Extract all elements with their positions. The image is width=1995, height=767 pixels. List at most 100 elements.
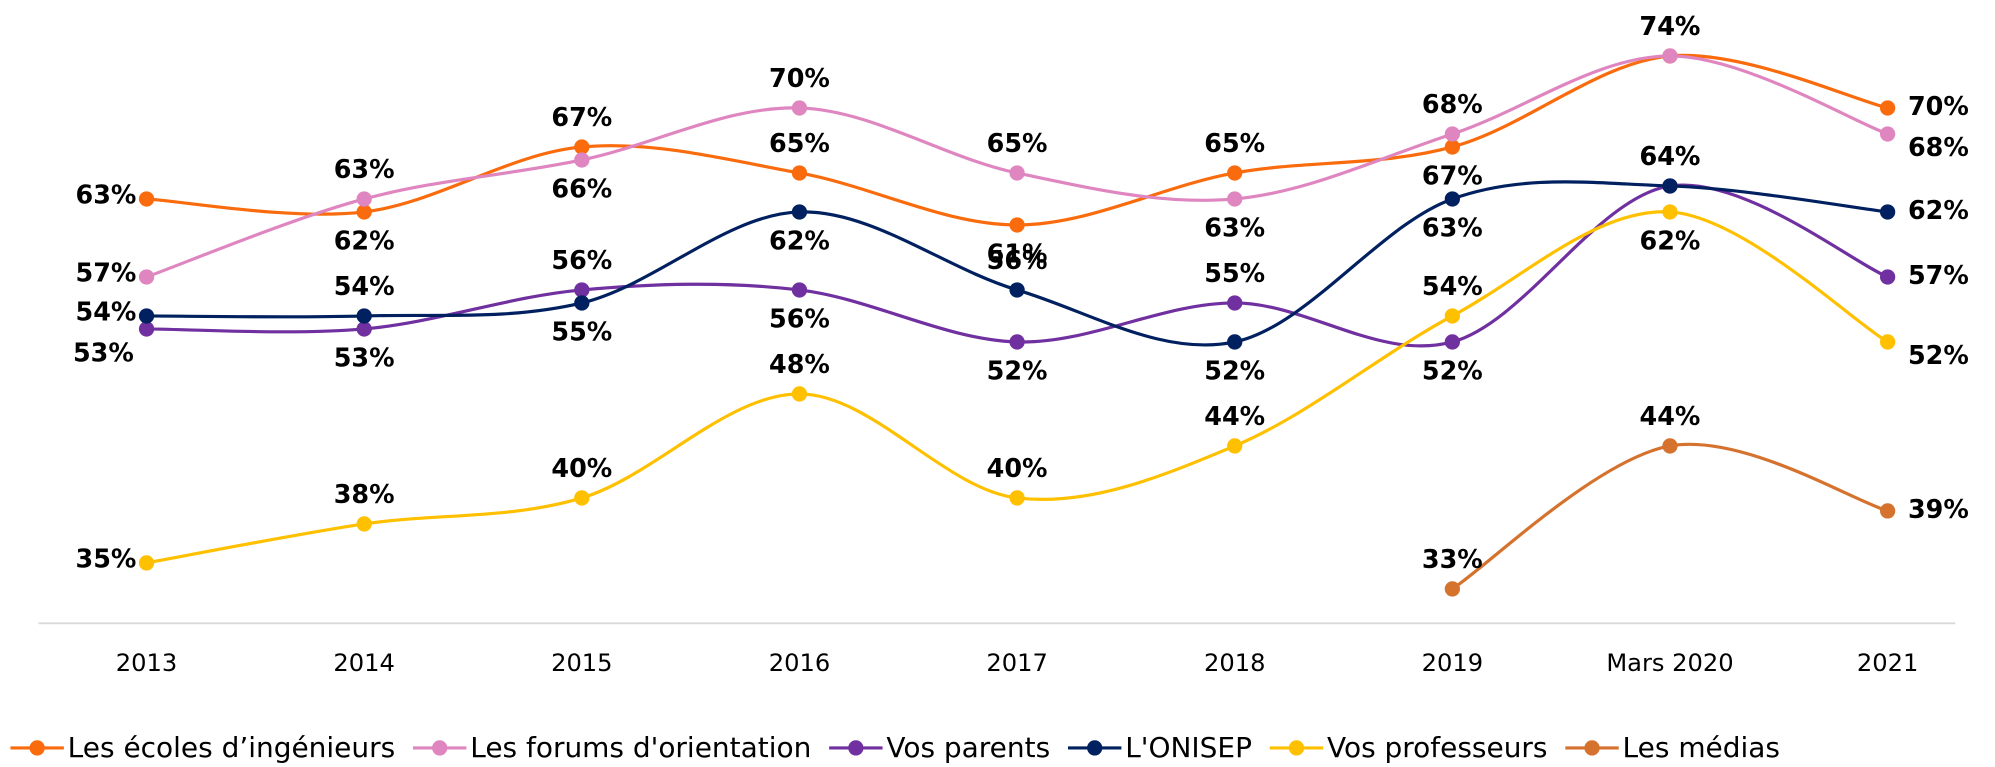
data-point [356,308,372,324]
data-label: 66% [551,173,612,203]
data-point [1227,295,1243,311]
data-label: 63% [334,154,395,184]
data-label: 67% [551,102,612,132]
data-label: 65% [769,128,830,158]
legend-label: Les forums d'orientation [470,731,811,764]
data-label: 74% [1640,11,1701,41]
data-label: 70% [1908,91,1969,121]
x-tick-label: 2021 [1857,649,1918,677]
data-point [138,191,155,207]
data-label: 52% [987,355,1048,385]
data-point [356,516,372,532]
data-point [574,295,590,311]
data-point [1227,438,1243,454]
data-point [574,490,590,506]
data-point [791,386,808,402]
data-label: 35% [76,543,137,573]
legend-marker [432,740,448,756]
data-label: 64% [1640,141,1701,171]
data-label: 53% [334,342,395,372]
legend-label: Les écoles d’ingénieurs [68,731,396,764]
data-label: 68% [1908,132,1969,162]
data-point [138,321,155,337]
data-point [356,204,372,220]
legend-marker [1584,740,1600,756]
data-label: 56% [769,303,830,333]
data-point [138,269,155,285]
data-label: 55% [551,316,612,346]
data-point [1227,334,1243,350]
legend-marker [1087,740,1103,756]
data-point [356,191,372,207]
data-point [1009,165,1025,181]
series-line [1451,442,1889,591]
data-label: 55% [1204,258,1265,288]
data-label: 54% [334,271,395,301]
x-tick-label: Mars 2020 [1606,649,1733,677]
data-point [138,308,155,324]
data-point [1879,100,1896,116]
data-point [1009,282,1025,298]
x-tick-label: 2019 [1422,649,1483,677]
data-label: 56% [551,245,612,275]
data-point [1009,334,1025,350]
x-tick-label: 2016 [769,649,830,677]
data-label: 57% [1908,260,1969,290]
data-label: 44% [1640,401,1701,431]
data-label: 62% [1640,225,1701,255]
data-label: 67% [1422,160,1483,190]
data-label: 33% [1422,544,1483,574]
data-point [1444,126,1460,142]
data-label: 53% [73,337,134,367]
data-point [574,139,590,155]
data-point [1009,490,1025,506]
data-label: 65% [1204,128,1265,158]
data-point [1444,334,1460,350]
data-point [1227,165,1243,181]
data-point [1227,191,1243,207]
x-tick-label: 2014 [333,649,394,677]
legend-marker [1288,740,1305,756]
data-label: 57% [76,257,137,287]
data-point [356,321,372,337]
data-point [1444,139,1460,155]
data-point [574,282,590,298]
data-label: 52% [1422,355,1483,385]
data-point [1662,178,1678,194]
data-point [574,152,590,168]
data-label: 40% [987,453,1048,483]
data-point [1662,48,1678,64]
data-point [1444,581,1460,597]
data-label: 63% [76,179,137,209]
legend-marker [848,740,864,756]
data-point [791,282,808,298]
data-point [1009,217,1025,233]
data-point [1444,191,1460,207]
data-point [1879,269,1896,285]
data-point [791,204,808,220]
data-label: 65% [987,128,1048,158]
data-label: 62% [334,225,395,255]
legend-label: Vos professeurs [1327,731,1548,764]
data-point [138,555,155,571]
data-point [1879,334,1896,350]
legend-marker [29,740,45,756]
data-label: 52% [1204,355,1265,385]
data-point [1879,503,1896,519]
data-point [1662,204,1678,220]
data-label: 38% [334,479,395,509]
data-label: 48% [769,349,830,379]
data-label: 39% [1908,494,1969,524]
data-label: 68% [1422,89,1483,119]
data-label: 62% [769,225,830,255]
data-label: 61% [987,238,1048,268]
data-label: 62% [1908,195,1969,225]
x-tick-label: 2018 [1204,649,1265,677]
data-point [1662,438,1678,454]
data-label: 63% [1204,212,1265,242]
data-label: 74% [1640,11,1701,41]
data-label: 63% [1422,212,1483,242]
data-label: 56% [987,245,1048,275]
data-label: 44% [1204,401,1265,431]
